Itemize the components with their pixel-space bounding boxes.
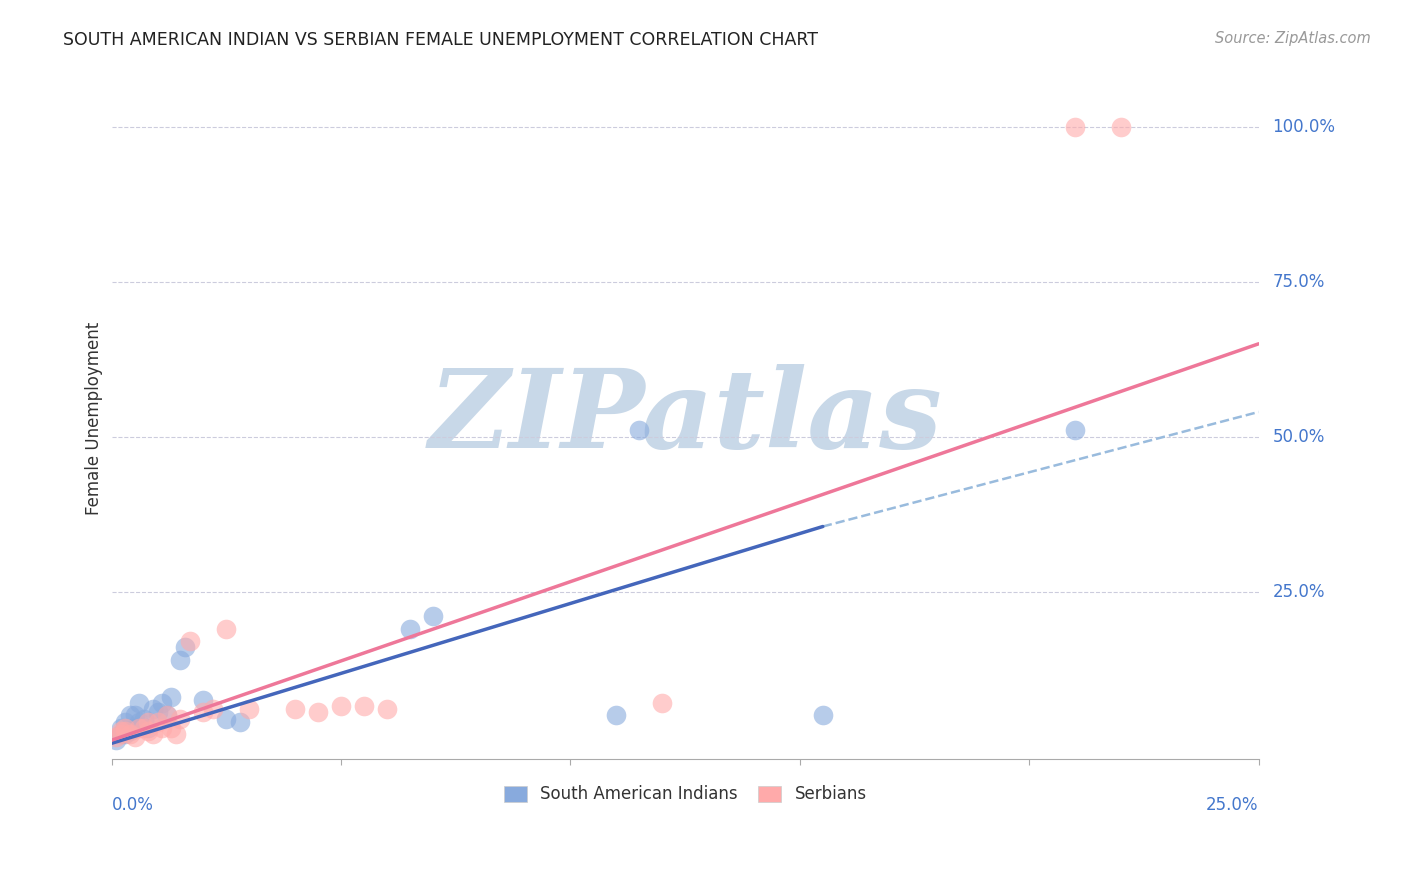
Point bbox=[330, 699, 353, 714]
Point bbox=[156, 708, 179, 723]
Point bbox=[114, 723, 136, 738]
Point bbox=[375, 702, 398, 716]
Point bbox=[132, 721, 155, 735]
Point bbox=[128, 696, 150, 710]
Point bbox=[142, 727, 165, 741]
Point bbox=[160, 721, 183, 735]
Point bbox=[215, 712, 238, 726]
Text: 75.0%: 75.0% bbox=[1272, 273, 1324, 291]
Point bbox=[110, 721, 132, 735]
Point bbox=[105, 730, 128, 744]
Point bbox=[114, 714, 136, 729]
Point bbox=[124, 708, 146, 723]
Point bbox=[128, 721, 150, 735]
Point bbox=[156, 708, 179, 723]
Point bbox=[605, 708, 627, 723]
Point bbox=[169, 712, 191, 726]
Text: ZIPatlas: ZIPatlas bbox=[429, 364, 942, 472]
Point bbox=[110, 723, 132, 738]
Point bbox=[307, 706, 329, 720]
Text: Source: ZipAtlas.com: Source: ZipAtlas.com bbox=[1215, 31, 1371, 46]
Point bbox=[174, 640, 197, 655]
Text: 50.0%: 50.0% bbox=[1272, 427, 1324, 446]
Point bbox=[238, 702, 260, 716]
Point bbox=[124, 721, 146, 735]
Text: 0.0%: 0.0% bbox=[111, 797, 153, 814]
Point bbox=[150, 696, 173, 710]
Point bbox=[110, 727, 132, 741]
Point bbox=[138, 723, 160, 738]
Point bbox=[138, 714, 160, 729]
Point bbox=[118, 727, 141, 741]
Point bbox=[132, 712, 155, 726]
Point bbox=[169, 653, 191, 667]
Y-axis label: Female Unemployment: Female Unemployment bbox=[86, 321, 103, 515]
Point bbox=[118, 708, 141, 723]
Text: 25.0%: 25.0% bbox=[1206, 797, 1258, 814]
Text: 100.0%: 100.0% bbox=[1272, 118, 1336, 136]
Point bbox=[118, 723, 141, 738]
Point bbox=[193, 706, 215, 720]
Point bbox=[811, 708, 834, 723]
Point bbox=[422, 609, 444, 624]
Point bbox=[215, 622, 238, 636]
Point bbox=[284, 702, 307, 716]
Point bbox=[1064, 120, 1087, 134]
Point bbox=[138, 721, 160, 735]
Point bbox=[110, 727, 132, 741]
Text: SOUTH AMERICAN INDIAN VS SERBIAN FEMALE UNEMPLOYMENT CORRELATION CHART: SOUTH AMERICAN INDIAN VS SERBIAN FEMALE … bbox=[63, 31, 818, 49]
Point bbox=[124, 730, 146, 744]
Point bbox=[399, 622, 422, 636]
Point bbox=[105, 733, 128, 747]
Point bbox=[146, 714, 169, 729]
Point bbox=[142, 702, 165, 716]
Text: 25.0%: 25.0% bbox=[1272, 582, 1324, 600]
Point bbox=[201, 702, 224, 716]
Point bbox=[114, 727, 136, 741]
Point bbox=[1109, 120, 1132, 134]
Point bbox=[353, 699, 375, 714]
Point bbox=[229, 714, 252, 729]
Point bbox=[1064, 424, 1087, 438]
Point bbox=[165, 727, 187, 741]
Point bbox=[628, 424, 651, 438]
Point bbox=[179, 634, 201, 648]
Point bbox=[651, 696, 673, 710]
Point bbox=[193, 693, 215, 707]
Point bbox=[160, 690, 183, 704]
Legend: South American Indians, Serbians: South American Indians, Serbians bbox=[495, 777, 875, 812]
Point bbox=[114, 721, 136, 735]
Point bbox=[146, 706, 169, 720]
Point bbox=[150, 721, 173, 735]
Point bbox=[128, 714, 150, 729]
